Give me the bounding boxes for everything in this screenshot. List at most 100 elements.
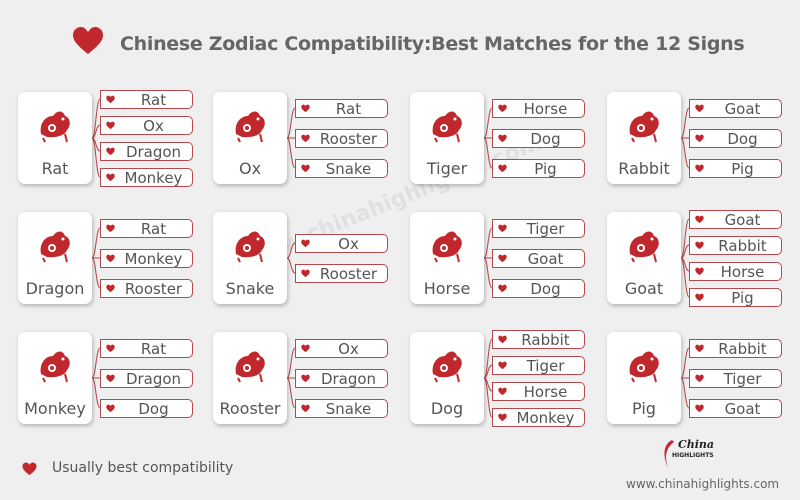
sign-name: Tiger — [426, 159, 468, 178]
sign-group-ox: Ox Rat Rooster Snake — [213, 82, 403, 192]
match-item: Pig — [689, 287, 782, 307]
match-item: Snake — [295, 158, 388, 178]
connector-line — [286, 347, 296, 379]
connector-line — [483, 107, 493, 139]
match-label: Pig — [534, 159, 557, 178]
heart-icon — [498, 335, 507, 343]
logo-text: China — [678, 438, 715, 451]
match-label: Monkey — [516, 408, 575, 427]
sign-name: Horse — [423, 279, 471, 298]
match-item: Dog — [492, 278, 585, 298]
match-label: Rat — [140, 90, 167, 109]
heart-icon — [106, 254, 115, 262]
heart-icon — [106, 173, 115, 181]
match-item: Monkey — [100, 248, 193, 268]
heart-icon — [695, 267, 704, 275]
dog-papercut-icon — [432, 351, 462, 383]
heart-icon — [498, 134, 507, 142]
connector-line — [483, 338, 493, 379]
match-item: Goat — [689, 209, 782, 229]
heart-icon — [73, 27, 103, 54]
heart-icon — [301, 104, 310, 112]
sign-group-tiger: Tiger Horse Dog Pig — [410, 82, 600, 192]
match-item: Rat — [100, 218, 193, 238]
sign-group-goat: Goat Goat Rabbit Horse Pig — [607, 202, 797, 312]
heart-icon — [106, 374, 115, 382]
connector-line — [680, 244, 690, 259]
match-label: Monkey — [124, 168, 183, 187]
sign-group-horse: Horse Tiger Goat Dog — [410, 202, 600, 312]
match-item: Rabbit — [492, 329, 585, 349]
match-item: Dog — [492, 128, 585, 148]
footer-url[interactable]: www.chinahighlights.com — [626, 477, 780, 491]
sign-name: Goat — [624, 279, 664, 298]
sign-name: Dragon — [25, 279, 85, 298]
monkey-papercut-icon — [40, 351, 70, 383]
match-item: Ox — [100, 115, 193, 135]
match-label: Dragon — [125, 142, 182, 161]
heart-icon — [106, 284, 115, 292]
sign-card-tiger: Tiger — [410, 92, 484, 184]
match-item: Goat — [492, 248, 585, 268]
heart-icon — [106, 147, 115, 155]
rabbit-papercut-icon — [629, 111, 659, 143]
sign-name: Rooster — [219, 399, 281, 418]
sign-name: Snake — [225, 279, 275, 298]
heart-icon — [106, 121, 115, 129]
match-item: Dog — [100, 398, 193, 418]
match-label: Goat — [724, 210, 761, 229]
heart-icon — [498, 387, 507, 395]
match-item: Dragon — [100, 141, 193, 161]
heart-icon — [498, 361, 507, 369]
heart-icon — [301, 164, 310, 172]
dragon-papercut-icon — [40, 231, 70, 263]
connector-line — [483, 137, 493, 169]
sign-card-horse: Horse — [410, 212, 484, 304]
tiger-papercut-icon — [432, 111, 462, 143]
match-label: Goat — [724, 399, 761, 418]
connector-line — [483, 377, 493, 418]
match-label: Dog — [727, 129, 758, 148]
heart-icon — [695, 104, 704, 112]
connector-line — [91, 377, 101, 409]
match-label: Ox — [338, 234, 359, 253]
match-item: Ox — [295, 338, 388, 358]
match-label: Dog — [530, 129, 561, 148]
heart-icon — [106, 344, 115, 352]
heart-icon — [301, 344, 310, 352]
connector-line — [286, 377, 296, 409]
connector-line — [91, 347, 101, 379]
sign-name: Pig — [632, 399, 656, 418]
ox-papercut-icon — [235, 111, 265, 143]
page-title: Chinese Zodiac Compatibility:Best Matche… — [120, 33, 745, 55]
sign-name: Dog — [430, 399, 464, 418]
connector-line — [91, 98, 101, 139]
snake-papercut-icon — [235, 231, 265, 263]
heart-icon — [301, 134, 310, 142]
match-item: Horse — [492, 98, 585, 118]
heart-icon — [106, 95, 115, 103]
heart-icon — [301, 374, 310, 382]
match-item: Monkey — [492, 407, 585, 427]
connector-line — [483, 364, 493, 379]
heart-icon — [498, 254, 507, 262]
connector-line — [286, 242, 296, 259]
sign-group-pig: Pig Rabbit Tiger Goat — [607, 322, 797, 432]
match-item: Dragon — [100, 368, 193, 388]
sign-card-monkey: Monkey — [18, 332, 92, 424]
match-label: Rabbit — [718, 236, 767, 255]
connector-line — [680, 347, 690, 379]
heart-icon — [106, 224, 115, 232]
match-item: Dog — [689, 128, 782, 148]
match-item: Dragon — [295, 368, 388, 388]
match-label: Snake — [325, 399, 372, 418]
heart-icon — [498, 164, 507, 172]
match-label: Rat — [140, 339, 167, 358]
match-label: Tiger — [526, 356, 565, 375]
connector-lines — [680, 107, 690, 169]
heart-icon — [695, 241, 704, 249]
match-label: Rat — [335, 99, 362, 118]
sign-group-snake: Snake Ox Rooster — [213, 202, 403, 312]
connector-line — [91, 257, 101, 289]
match-label: Dog — [530, 279, 561, 298]
